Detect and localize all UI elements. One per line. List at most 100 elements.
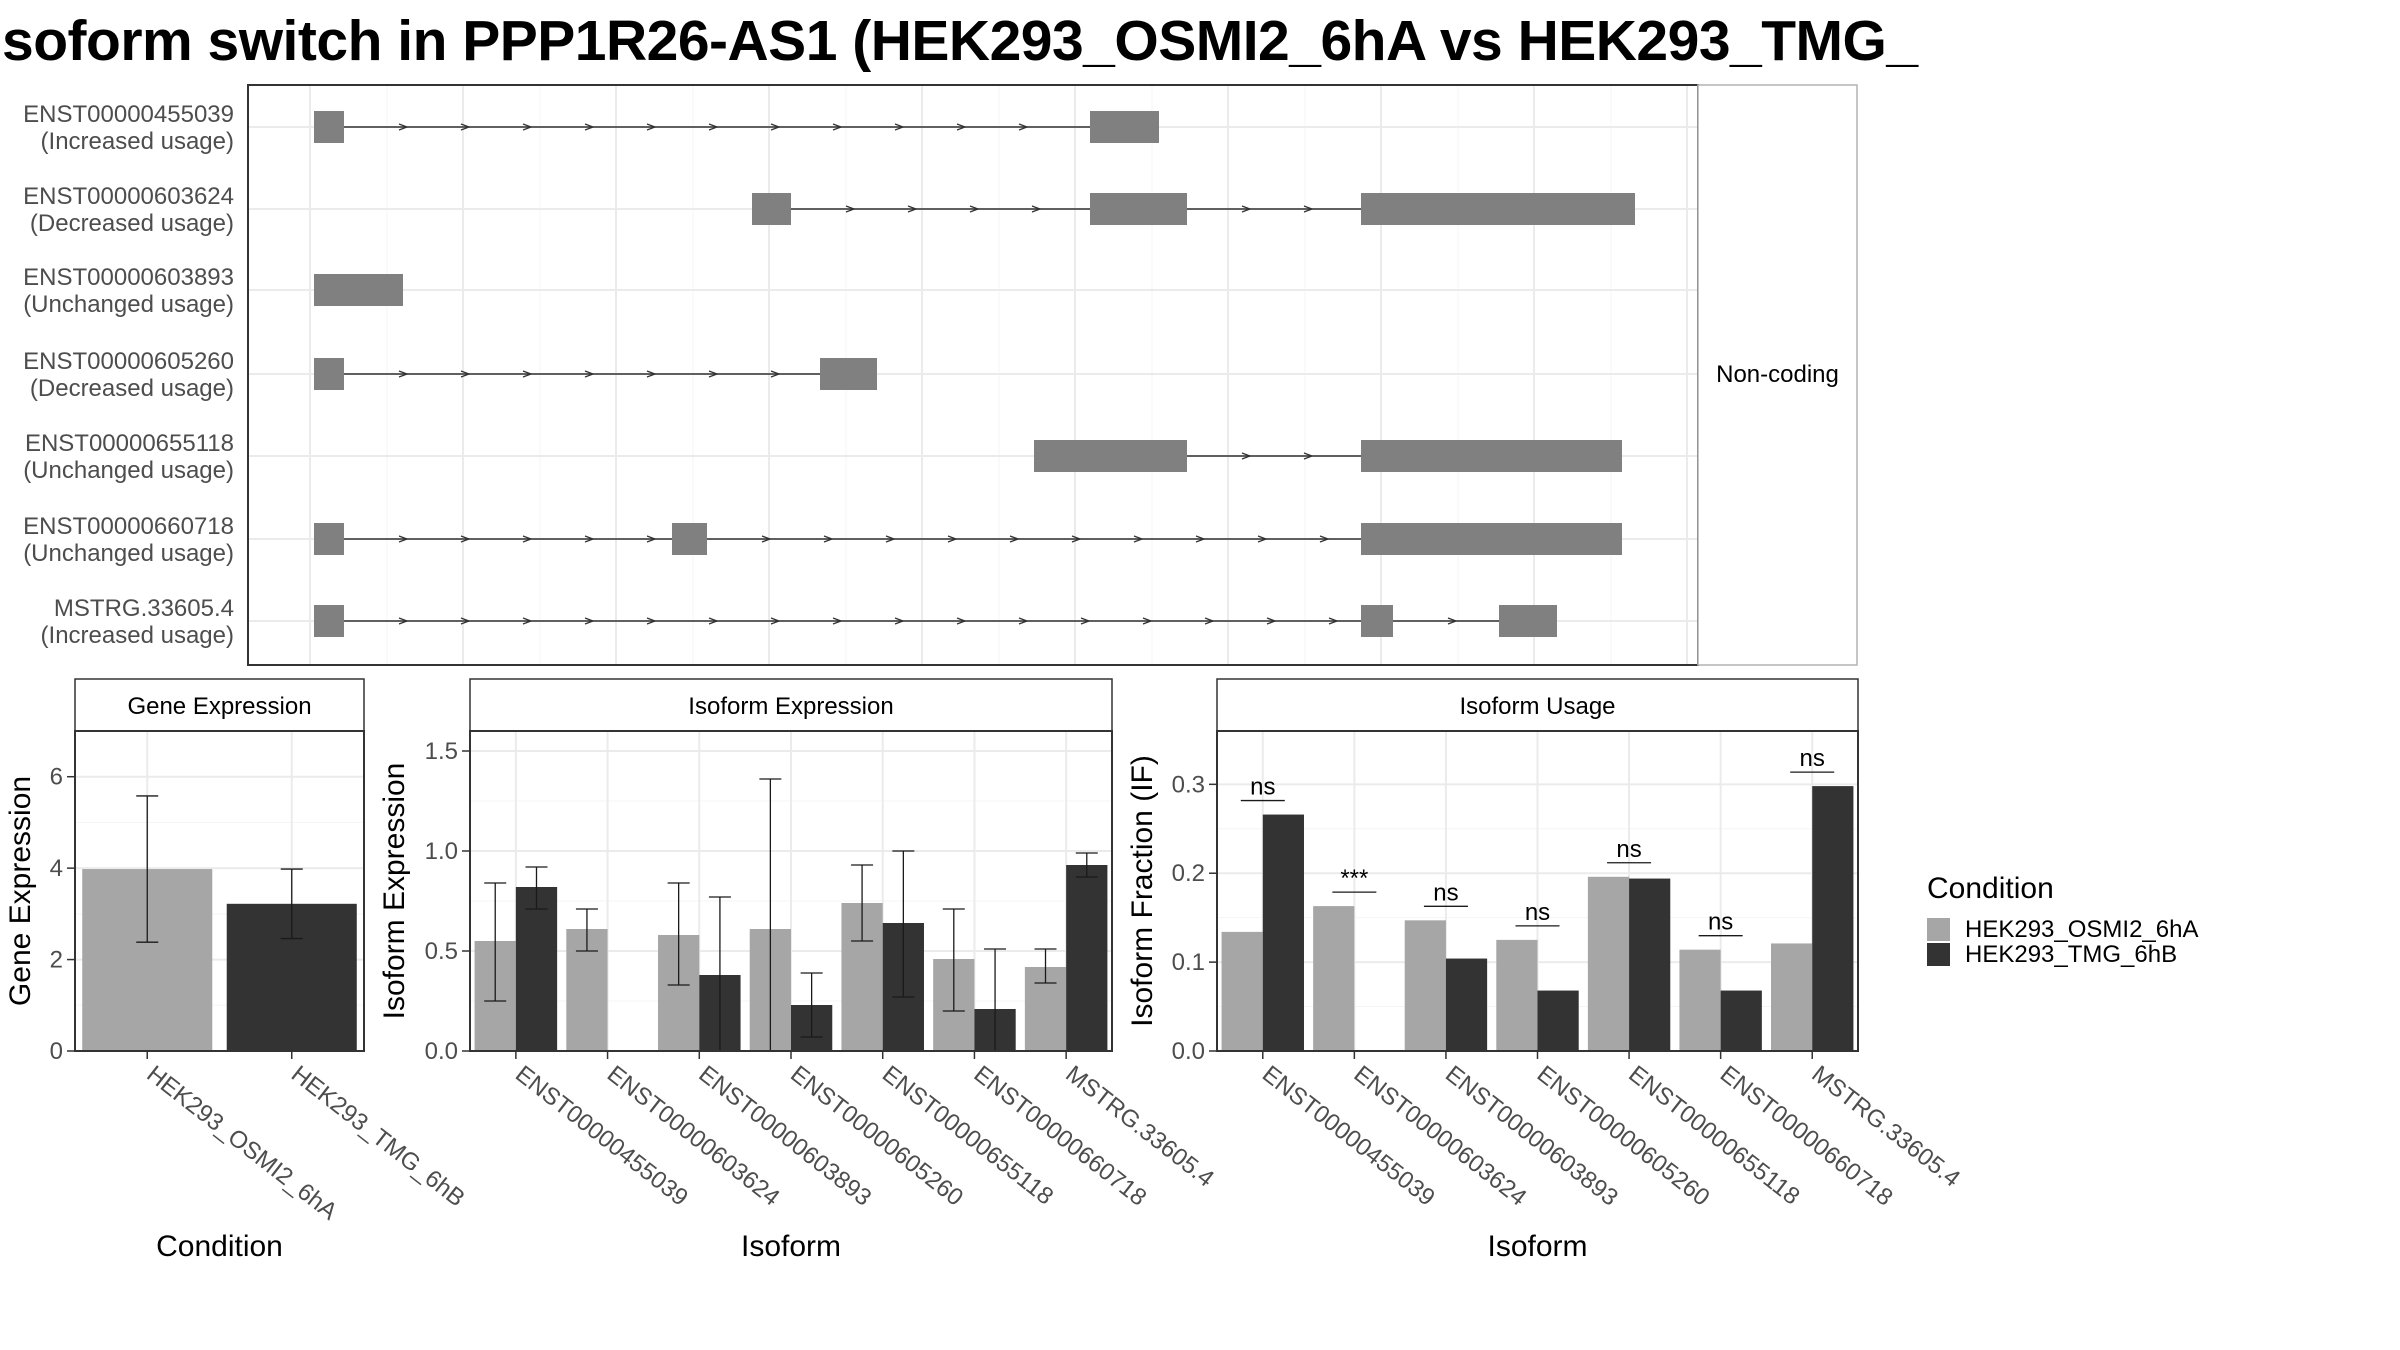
intron-arrow [1009, 535, 1020, 543]
intron-arrow [646, 370, 657, 378]
structure-facet-strip [1697, 84, 1858, 666]
intron-arrow [398, 123, 409, 131]
intron-arrow [708, 370, 719, 378]
intron-arrow [708, 617, 719, 625]
bar [1445, 958, 1488, 1051]
transcript-id-label: MSTRG.33605.4 [54, 595, 234, 622]
significance-label: ns [1616, 836, 1641, 863]
intron-arrow [832, 123, 843, 131]
intron-arrow [1328, 617, 1339, 625]
bar [1812, 786, 1854, 1051]
legend-item-label: HEK293_OSMI2_6hA [1965, 916, 2198, 943]
intron-arrow [522, 123, 533, 131]
intron-arrow [1319, 535, 1330, 543]
intron-arrow [1031, 205, 1042, 213]
intron-arrow [646, 123, 657, 131]
transcript-id-label: ENST00000455039 [23, 101, 234, 128]
intron-arrow [646, 535, 657, 543]
intron-arrow [522, 617, 533, 625]
bar [1313, 906, 1355, 1051]
y-tick-label: 2 [50, 947, 63, 974]
x-tick-label: ENST00000655118 [877, 1060, 1058, 1210]
bar [1221, 931, 1263, 1051]
exon-block [752, 193, 791, 225]
legend-title: Condition [1927, 872, 2054, 905]
bar [1771, 943, 1813, 1051]
intron-arrow [1303, 452, 1314, 460]
exon-block [1090, 111, 1159, 143]
x-tick-label: ENST00000455039 [1257, 1060, 1440, 1211]
y-tick-label: 0.1 [1172, 949, 1205, 976]
y-tick-label: 1.5 [425, 738, 458, 765]
panel-strip-title: Gene Expression [127, 693, 311, 720]
intron-arrow [1447, 617, 1458, 625]
y-axis-title: Isoform Fraction (IF) [1126, 755, 1159, 1027]
significance-label: ns [1708, 909, 1733, 936]
intron-arrow [823, 535, 834, 543]
intron-arrow [770, 123, 781, 131]
intron-arrow [770, 617, 781, 625]
exon-block [314, 523, 344, 555]
x-tick-label: ENST00000605260 [1532, 1060, 1715, 1211]
y-tick-label: 0.0 [425, 1038, 458, 1065]
bar [515, 887, 558, 1051]
intron-arrow [1018, 123, 1029, 131]
significance-label: ns [1433, 879, 1458, 906]
bar-panel-1: Isoform Expression 0.0 0.5 1.0 1.5 ENST000004… [378, 678, 1219, 1263]
x-tick-label: ENST00000603624 [602, 1060, 785, 1211]
intron-arrow [460, 123, 471, 131]
y-tick-label: 0 [50, 1038, 63, 1065]
intron-arrow [770, 370, 781, 378]
x-tick-label: ENST00000603624 [1349, 1060, 1532, 1211]
exon-block [1361, 523, 1622, 555]
bar [1587, 876, 1630, 1051]
intron-arrow [907, 205, 918, 213]
y-tick-label: 0.2 [1172, 860, 1205, 887]
exon-block [672, 523, 707, 555]
y-tick-label: 6 [50, 764, 63, 791]
significance-label: ns [1250, 774, 1275, 801]
exon-block [1499, 605, 1557, 637]
intron-arrow [398, 370, 409, 378]
intron-arrow [522, 535, 533, 543]
x-tick-label: MSTRG.33605.4 [1060, 1060, 1219, 1192]
intron-arrow [584, 370, 595, 378]
exon-block [820, 358, 877, 390]
exon-block [314, 605, 344, 637]
intron-arrow [1018, 617, 1029, 625]
structure-panel: Non-coding ENST00000455039 (Increased usag… [23, 84, 1858, 666]
exon-block [1361, 193, 1635, 225]
transcript-id-label: ENST00000603893 [23, 264, 234, 291]
transcript-usage-label: (Decreased usage) [30, 375, 234, 402]
intron-arrow [584, 617, 595, 625]
intron-arrow [460, 617, 471, 625]
intron-arrow [584, 123, 595, 131]
panel-strip-title: Isoform Expression [688, 693, 893, 720]
intron-arrow [956, 617, 967, 625]
transcript-usage-label: (Unchanged usage) [23, 457, 234, 484]
intron-arrow [894, 123, 905, 131]
bar [1629, 878, 1671, 1051]
intron-arrow [460, 370, 471, 378]
bar [1679, 949, 1721, 1051]
x-tick-label: ENST00000660718 [969, 1060, 1152, 1211]
intron-arrow [460, 535, 471, 543]
x-tick-label: ENST00000655118 [1623, 1060, 1804, 1210]
intron-arrow [1266, 617, 1277, 625]
exon-block [1361, 440, 1622, 472]
legend-item-label: HEK293_TMG_6hB [1965, 941, 2177, 968]
y-axis-title: Gene Expression [4, 776, 37, 1006]
bar-panel-0: Gene Expression0246HEK293_OSMI2_6hAHEK29… [4, 678, 470, 1263]
transcript-usage-label: (Increased usage) [41, 622, 234, 649]
bar [1720, 990, 1762, 1051]
x-axis-title: Condition [156, 1230, 283, 1263]
exon-block [1361, 605, 1393, 637]
transcript-usage-label: (Unchanged usage) [23, 291, 234, 318]
structure-strip-label: Non-coding [1716, 361, 1839, 388]
exon-block [314, 274, 403, 306]
intron-arrow [845, 205, 856, 213]
intron-arrow [1080, 617, 1091, 625]
exon-block [314, 358, 344, 390]
